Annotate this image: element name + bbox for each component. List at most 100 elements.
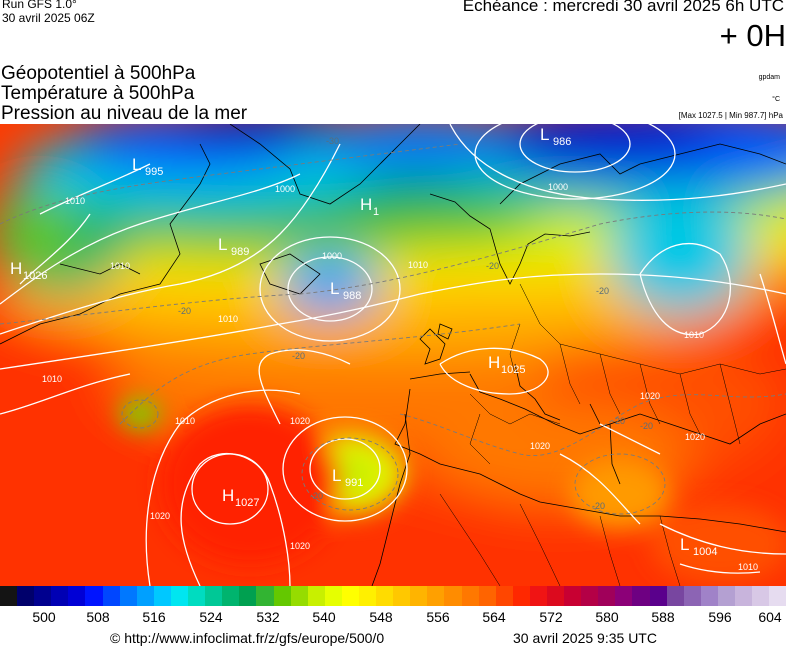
colorbar-label: 524 [199,609,223,625]
colorbar-swatch [393,586,411,606]
colorbar-swatch [683,586,701,606]
isobar-label: 1010 [684,330,704,340]
pressure-center-high: H 1025 [488,353,525,376]
pressure-center-value: 988 [343,290,361,302]
pressure-center-low: L 988 [330,279,361,302]
pressure-center-value: 986 [553,136,571,148]
temperature-label: -20 [486,261,499,271]
colorbar-swatch [51,586,69,606]
pressure-center-value: 1025 [501,364,525,376]
isobar-label: 1020 [150,511,170,521]
geopotential-field [0,124,786,586]
temperature-label: -20 [640,421,653,431]
temperature-label: -20 [612,416,625,426]
colorbar-swatch [34,586,52,606]
colorbar-swatch [324,586,342,606]
pressure-center-high: H 1026 [10,259,47,282]
pressure-center-value: 1027 [235,497,259,509]
isobar-label: 1000 [548,182,568,192]
pressure-center-value: 989 [231,246,249,258]
isobar-label: 1010 [408,260,428,270]
colorbar-label: 516 [142,609,166,625]
colorbar-swatch [273,586,291,606]
pressure-center-high: H 1027 [222,486,259,509]
isobar-label: 1020 [530,441,550,451]
pressure-center-value: 1004 [693,546,717,558]
colorbar-swatch [564,586,582,606]
temperature-label: -30 [326,136,339,146]
colorbar-label: 548 [369,609,393,625]
unit-geopotential: gpdam [758,74,780,81]
colorbar-label: 580 [595,609,619,625]
pressure-center-low: L 1004 [680,535,717,558]
isobar-label: 1010 [110,261,130,271]
colorbar-swatch [666,586,684,606]
pressure-center-letter: H [10,259,22,278]
isobar-label: 1000 [322,251,342,261]
pressure-center-letter: L [540,125,549,144]
weather-map: L 995 L 986 H 1026 L 989 H 1 L 988 H 1025 L 991 H 1027 L 10… [0,124,786,586]
colorbar-swatch [444,586,462,606]
colorbar-swatch [307,586,325,606]
run-date: 30 avril 2025 06Z [2,11,95,25]
colorbar-swatch [17,586,35,606]
colorbar [0,586,786,606]
borders [439,283,786,586]
pressure-center-letter: H [488,353,500,372]
colorbar-swatch [700,586,718,606]
colorbar-label: 588 [651,609,675,625]
temperature-label: -20 [310,491,323,501]
pressure-center-low: L 989 [218,235,249,258]
pressure-center-letter: L [330,279,339,298]
footer-url: © http://www.infoclimat.fr/z/gfs/europe/… [110,630,385,646]
colorbar-swatch [341,586,359,606]
colorbar-swatch [478,586,496,606]
isobar-label: 1020 [290,416,310,426]
layer-title-geopotential: Géopotentiel à 500hPa [1,63,196,84]
pressure-center-letter: L [218,235,227,254]
colorbar-label: 540 [312,609,336,625]
colorbar-label: 596 [708,609,732,625]
isobar-label: 1010 [738,562,758,572]
colorbar-swatch [153,586,171,606]
colorbar-swatch [102,586,120,606]
isobar-label: 1000 [275,184,295,194]
pressure-center-letter: L [332,466,341,485]
colorbar-label: 556 [426,609,450,625]
colorbar-swatch [0,586,18,606]
lead-time: + 0H [719,18,786,53]
pressure-center-low: L 995 [132,155,163,178]
colorbar-swatch [529,586,547,606]
colorbar-swatch [547,586,565,606]
isobar-labels: 1010 1010 1010 1010 1000 1000 1000 1010 1010 1010… [42,182,758,572]
pressure-center-letter: H [222,486,234,505]
colorbar-label: 564 [482,609,506,625]
layer-title-pressure: Pression au niveau de la mer [1,103,248,124]
colorbar-swatch [170,586,189,606]
colorbar-swatch [239,586,257,606]
coastlines [0,124,786,586]
colorbar-swatch [119,586,137,606]
colorbar-swatch [752,586,770,606]
colorbar-swatch [735,586,753,606]
pressure-center-letter: L [132,155,141,174]
pressure-center-value: 991 [345,477,363,489]
isobar-label: 1020 [290,541,310,551]
colorbar-label: 604 [758,609,782,625]
colorbar-label: 500 [32,609,56,625]
colorbar-swatch [68,586,86,606]
run-title: Run GFS 1.0° [2,0,77,11]
isobars [0,124,786,586]
temperature-label: -20 [592,501,605,511]
pressure-center-low: L 986 [540,125,571,148]
forecast-valid-time: Echéance : mercredi 30 avril 2025 6h UTC [462,0,784,15]
colorbar-swatch [632,586,650,606]
colorbar-swatch [410,586,428,606]
pressure-center-value: 995 [145,166,163,178]
colorbar-swatch [358,586,377,606]
temperature-labels: -30 -20 -20 -20 -20 -20 -20 -20 -20 [178,136,653,511]
temperature-label: -20 [596,286,609,296]
pressure-center-letter: L [680,535,689,554]
